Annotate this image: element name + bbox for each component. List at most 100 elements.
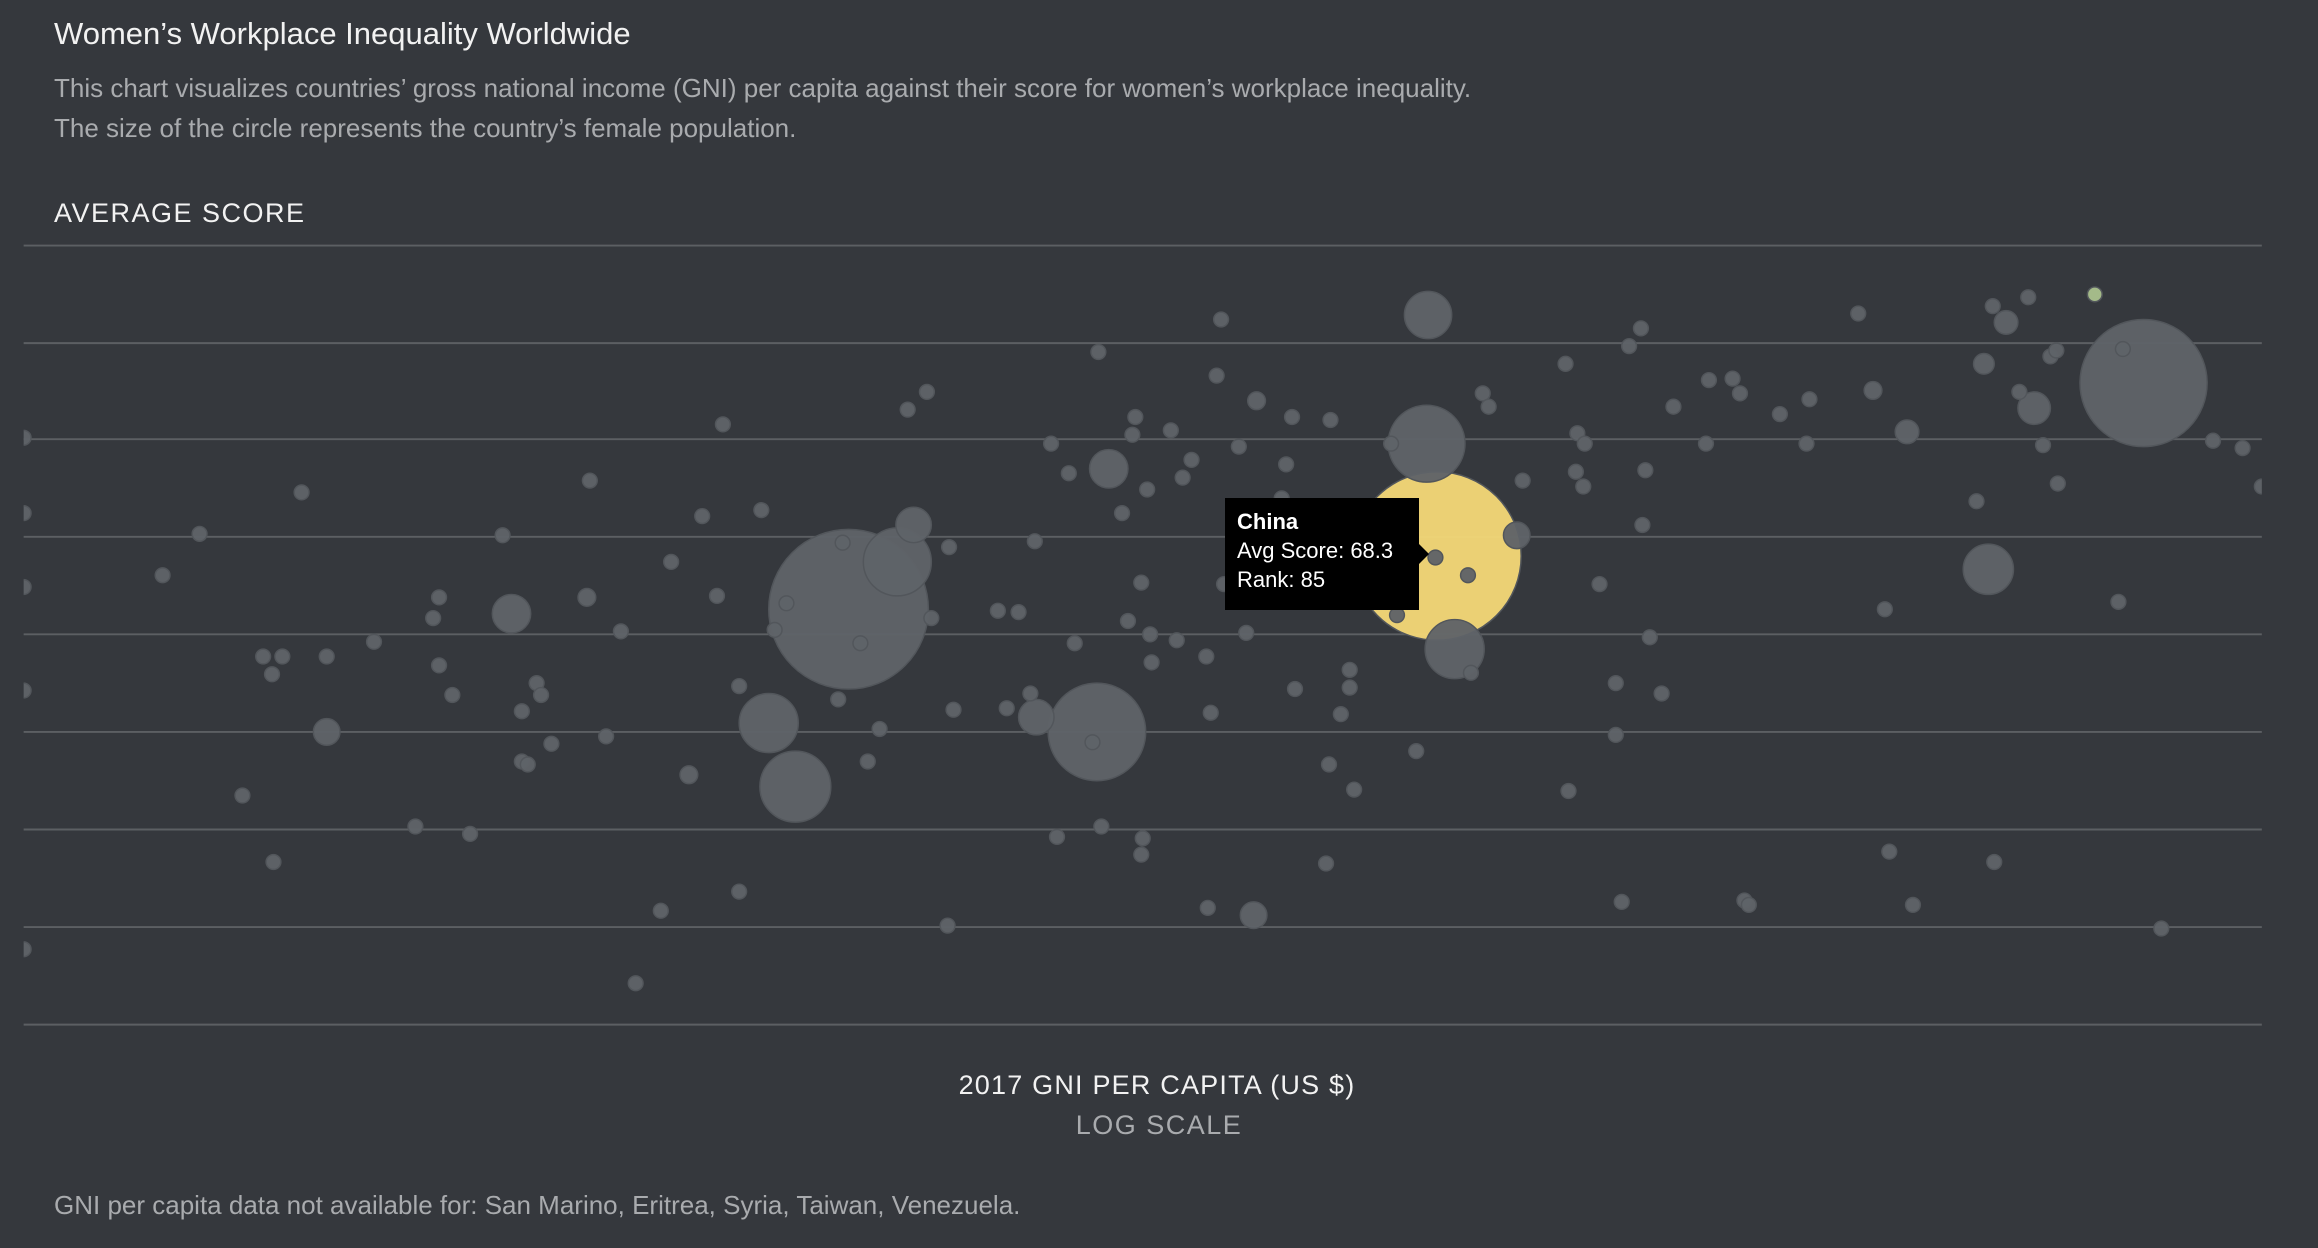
country-dot[interactable] [1127, 408, 1144, 426]
country-dot[interactable] [2110, 593, 2127, 610]
country-dot[interactable] [16, 941, 32, 958]
country-dot[interactable] [1143, 654, 1160, 671]
country-dot[interactable] [1771, 405, 1789, 423]
country-dot[interactable] [430, 589, 448, 606]
country-dot[interactable] [1010, 604, 1027, 621]
country-dot[interactable] [612, 623, 630, 640]
country-dot[interactable] [834, 534, 851, 551]
country-dot[interactable] [1202, 704, 1219, 721]
country-dot[interactable] [1341, 679, 1358, 696]
country-dot[interactable] [491, 593, 532, 634]
country-dot[interactable] [1984, 298, 2001, 315]
country-dot[interactable] [293, 484, 310, 501]
country-dot[interactable] [1665, 398, 1682, 415]
country-dot[interactable] [1904, 896, 1922, 914]
country-dot[interactable] [1246, 391, 1267, 411]
country-dot[interactable] [1557, 355, 1574, 372]
country-dot[interactable] [191, 525, 208, 542]
country-dot[interactable] [731, 677, 748, 695]
country-dot[interactable] [16, 578, 32, 596]
country-dot[interactable] [16, 429, 32, 446]
country-dot[interactable] [1119, 612, 1137, 630]
country-dot[interactable] [1632, 320, 1650, 337]
country-dot[interactable] [461, 825, 479, 843]
country-dot[interactable] [425, 609, 442, 627]
country-dot[interactable] [312, 717, 341, 746]
country-dot[interactable] [753, 502, 770, 519]
country-dot[interactable] [1641, 629, 1658, 646]
country-dot[interactable] [1575, 478, 1592, 495]
country-dot[interactable] [444, 686, 461, 704]
country-dot[interactable] [16, 682, 32, 699]
country-dot[interactable] [2020, 289, 2037, 306]
country-dot[interactable] [1238, 624, 1255, 642]
country-dot[interactable] [998, 700, 1015, 717]
country-dot[interactable] [1474, 385, 1491, 402]
country-dot[interactable] [652, 902, 669, 919]
country-dot[interactable] [918, 383, 936, 401]
country-dot[interactable] [895, 506, 933, 544]
country-dot[interactable] [1320, 756, 1338, 773]
country-dot[interactable] [2049, 475, 2066, 492]
country-dot[interactable] [1066, 635, 1083, 652]
country-dot[interactable] [265, 853, 282, 871]
country-dot[interactable] [2017, 391, 2052, 426]
country-dot[interactable] [1462, 664, 1480, 681]
country-dot[interactable] [1022, 685, 1039, 702]
country-dot[interactable] [1346, 781, 1363, 798]
country-dot[interactable] [1090, 343, 1107, 361]
country-dot[interactable] [871, 720, 888, 738]
country-dot[interactable] [1850, 305, 1867, 322]
country-dot[interactable] [708, 587, 726, 605]
country-dot[interactable] [1048, 828, 1066, 846]
country-dot[interactable] [494, 527, 511, 544]
country-dot[interactable] [1403, 290, 1453, 340]
country-dot[interactable] [2153, 920, 2170, 937]
country-dot[interactable] [1387, 404, 1466, 483]
country-dot[interactable] [2048, 342, 2065, 359]
country-dot[interactable] [1113, 504, 1131, 522]
country-dot[interactable] [679, 765, 699, 785]
country-dot[interactable] [1162, 422, 1179, 439]
country-dot[interactable] [1042, 435, 1060, 452]
country-dot[interactable] [318, 648, 335, 665]
country-dot[interactable] [2079, 318, 2208, 448]
country-dot[interactable] [365, 633, 383, 650]
country-dot[interactable] [1199, 899, 1216, 916]
country-dot[interactable] [1230, 438, 1247, 455]
country-dot[interactable] [1801, 391, 1818, 408]
country-dot[interactable] [1332, 706, 1349, 723]
country-dot[interactable] [1183, 451, 1200, 469]
country-dot[interactable] [2234, 439, 2251, 457]
country-dot[interactable] [1124, 426, 1141, 443]
country-dot[interactable] [1560, 782, 1577, 800]
country-dot[interactable] [1894, 419, 1920, 445]
country-dot[interactable] [1278, 456, 1295, 473]
country-dot[interactable] [1514, 472, 1531, 489]
country-dot[interactable] [1968, 493, 1985, 510]
country-dot[interactable] [581, 472, 598, 489]
country-dot[interactable] [513, 703, 530, 720]
country-dot[interactable] [2034, 436, 2052, 454]
country-dot[interactable] [939, 917, 956, 934]
country-dot[interactable] [2114, 340, 2131, 358]
country-dot[interactable] [1613, 893, 1630, 911]
country-dot[interactable] [1607, 675, 1624, 692]
country-dot[interactable] [1134, 830, 1151, 847]
country-dot[interactable] [1881, 843, 1898, 860]
country-dot[interactable] [2011, 383, 2028, 401]
country-dot[interactable] [1382, 435, 1400, 452]
country-dot[interactable] [1141, 626, 1159, 643]
country-dot[interactable] [1620, 337, 1638, 355]
country-dots[interactable] [16, 286, 2269, 992]
country-dot[interactable] [1139, 481, 1156, 498]
country-dot[interactable] [1174, 469, 1191, 486]
country-dot[interactable] [778, 595, 795, 612]
country-dot[interactable] [1017, 698, 1055, 736]
country-dot[interactable] [1286, 680, 1304, 698]
country-dot[interactable] [1093, 818, 1110, 835]
country-dot[interactable] [1317, 855, 1335, 872]
country-dot[interactable] [1283, 408, 1301, 426]
country-dot[interactable] [263, 666, 281, 683]
